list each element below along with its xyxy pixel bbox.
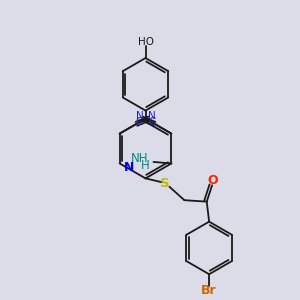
Text: O: O xyxy=(207,174,218,187)
Text: C: C xyxy=(148,117,156,127)
Text: N: N xyxy=(124,160,134,173)
Text: C: C xyxy=(135,117,142,127)
Text: N: N xyxy=(136,111,143,121)
Text: S: S xyxy=(160,177,170,190)
Text: N: N xyxy=(148,111,155,121)
Text: NH: NH xyxy=(131,152,148,165)
Text: Br: Br xyxy=(201,284,217,297)
Text: HO: HO xyxy=(137,37,154,46)
Text: H: H xyxy=(141,159,150,172)
